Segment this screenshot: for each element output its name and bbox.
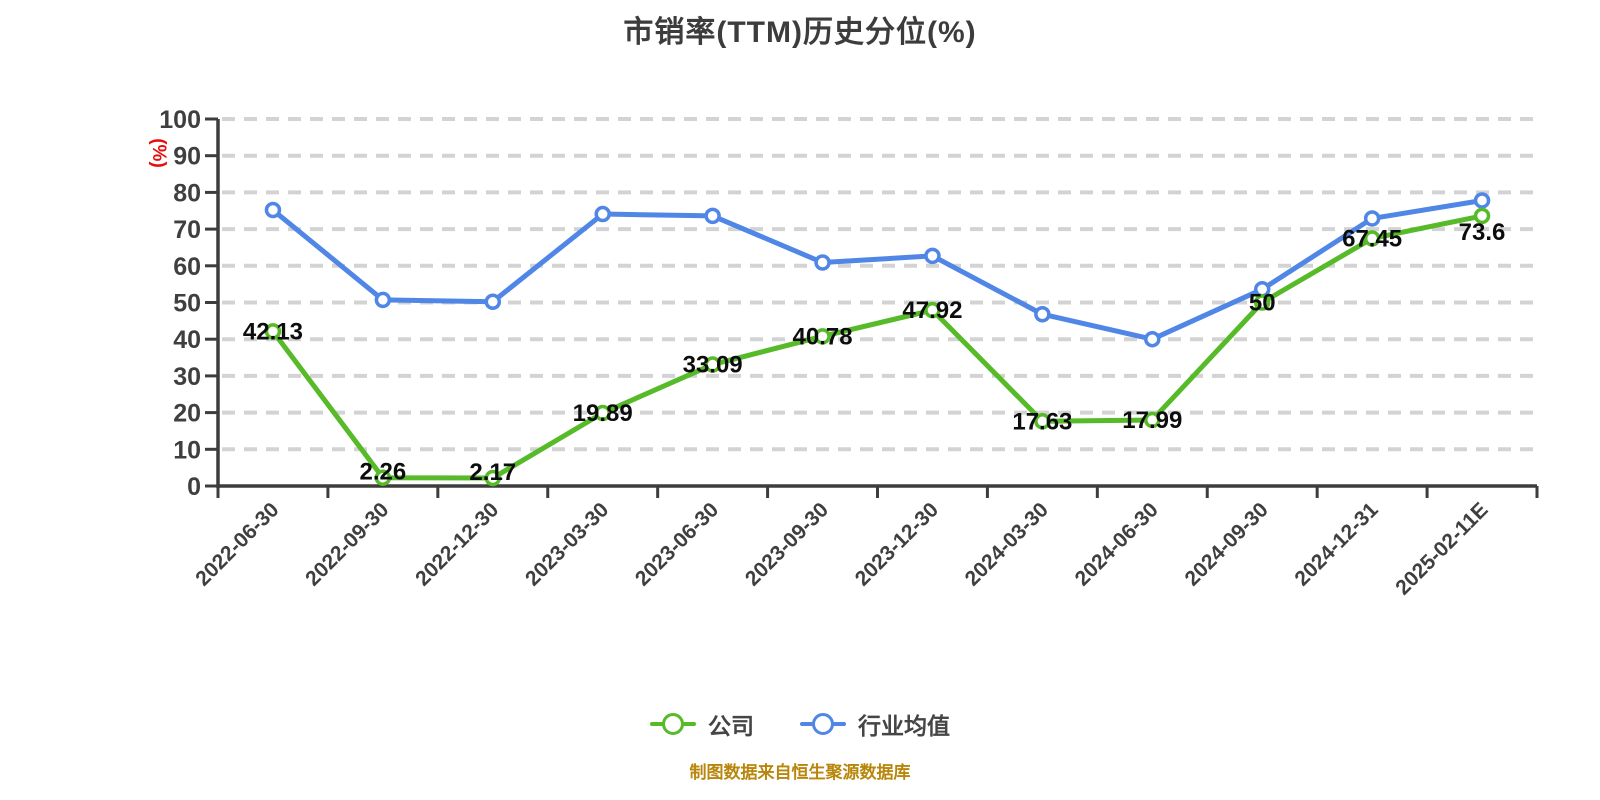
legend-item-industry-average[interactable]: 行业均值	[800, 707, 950, 741]
y-tick-label: 10	[173, 436, 201, 464]
series-point-1[interactable]	[374, 291, 392, 309]
x-tick-label: 2024-09-30	[1181, 498, 1273, 590]
data-label: 2.26	[360, 459, 407, 486]
y-tick-label: 60	[173, 253, 201, 281]
data-label: 17.63	[1012, 408, 1072, 435]
legend: 公司 行业均值	[0, 703, 1600, 745]
data-label: 50	[1249, 290, 1276, 317]
series-point-0[interactable]	[924, 301, 941, 319]
x-tick-label: 2023-12-30	[851, 498, 943, 590]
x-tick-label: 2024-03-30	[961, 498, 1053, 590]
data-label: 17.99	[1122, 407, 1182, 434]
data-label: 19.89	[573, 400, 633, 427]
data-label: 67.45	[1342, 225, 1402, 252]
legend-label-industry-average: 行业均值	[858, 713, 950, 739]
series-line-1	[271, 198, 1483, 342]
series-point-1[interactable]	[264, 201, 282, 219]
industry-average-series-marker-icon	[800, 712, 846, 736]
series-point-1[interactable]	[814, 254, 831, 271]
series-point-1[interactable]	[594, 205, 611, 223]
data-label: 33.09	[683, 352, 743, 379]
series-point-0[interactable]	[1034, 413, 1051, 430]
y-tick-label: 20	[173, 400, 201, 428]
x-tick-label: 2024-06-30	[1071, 498, 1163, 590]
footer-note: 制图数据来自恒生聚源数据库	[689, 763, 911, 782]
legend-label-company: 公司	[708, 713, 754, 739]
series-point-0[interactable]	[1253, 294, 1271, 311]
x-tick-label: 2023-06-30	[631, 498, 723, 590]
series-point-0[interactable]	[704, 356, 721, 373]
y-tick-label: 50	[173, 290, 201, 318]
y-tick-label: 90	[173, 143, 201, 171]
x-tick-label: 2024-12-31	[1290, 498, 1382, 590]
series-point-0[interactable]	[1363, 230, 1381, 247]
data-label: 40.78	[793, 323, 853, 350]
legend-item-company[interactable]: 公司	[650, 707, 754, 741]
y-tick-label: 80	[173, 179, 201, 207]
series-point-0[interactable]	[374, 469, 392, 486]
series-point-0[interactable]	[484, 469, 502, 487]
series-point-1[interactable]	[1473, 192, 1491, 209]
series-point-0[interactable]	[594, 404, 611, 422]
data-label: 42.13	[243, 318, 303, 345]
series-point-0[interactable]	[814, 328, 831, 345]
y-tick-label: 30	[173, 363, 201, 391]
series-point-1[interactable]	[924, 247, 941, 265]
series-point-1[interactable]	[704, 207, 721, 225]
series-point-1[interactable]	[484, 293, 502, 311]
x-tick-label: 2022-06-30	[191, 498, 283, 590]
series-point-1[interactable]	[1034, 305, 1051, 323]
series-point-1[interactable]	[1144, 330, 1161, 348]
chart-title: 市销率(TTM)历史分位(%)	[623, 16, 977, 49]
x-tick-label: 2025-02-11E	[1391, 498, 1492, 599]
x-tick-label: 2022-12-30	[411, 498, 503, 590]
series-point-0[interactable]	[1473, 207, 1491, 225]
company-series-marker-icon	[650, 712, 696, 736]
series-line-0	[270, 213, 1483, 481]
x-tick-label: 2023-09-30	[741, 498, 833, 590]
y-tick-label: 0	[187, 473, 201, 501]
x-tick-label: 2023-03-30	[521, 498, 613, 590]
x-tick-label: 2022-09-30	[301, 498, 393, 590]
y-tick-label: 70	[173, 216, 201, 244]
data-label: 2.17	[469, 459, 516, 486]
data-label: 47.92	[902, 297, 962, 324]
y-tick-label: 100	[159, 106, 201, 134]
data-label: 73.6	[1459, 219, 1506, 246]
series-point-0[interactable]	[1144, 411, 1161, 429]
plot-area: 0 10 20 30 40 50 60 70 80 90 100 2022-06-30 2022-09-…	[159, 106, 1539, 600]
series-point-0[interactable]	[264, 323, 282, 340]
series-point-1[interactable]	[1363, 210, 1381, 227]
y-tick-label: 40	[173, 326, 201, 354]
